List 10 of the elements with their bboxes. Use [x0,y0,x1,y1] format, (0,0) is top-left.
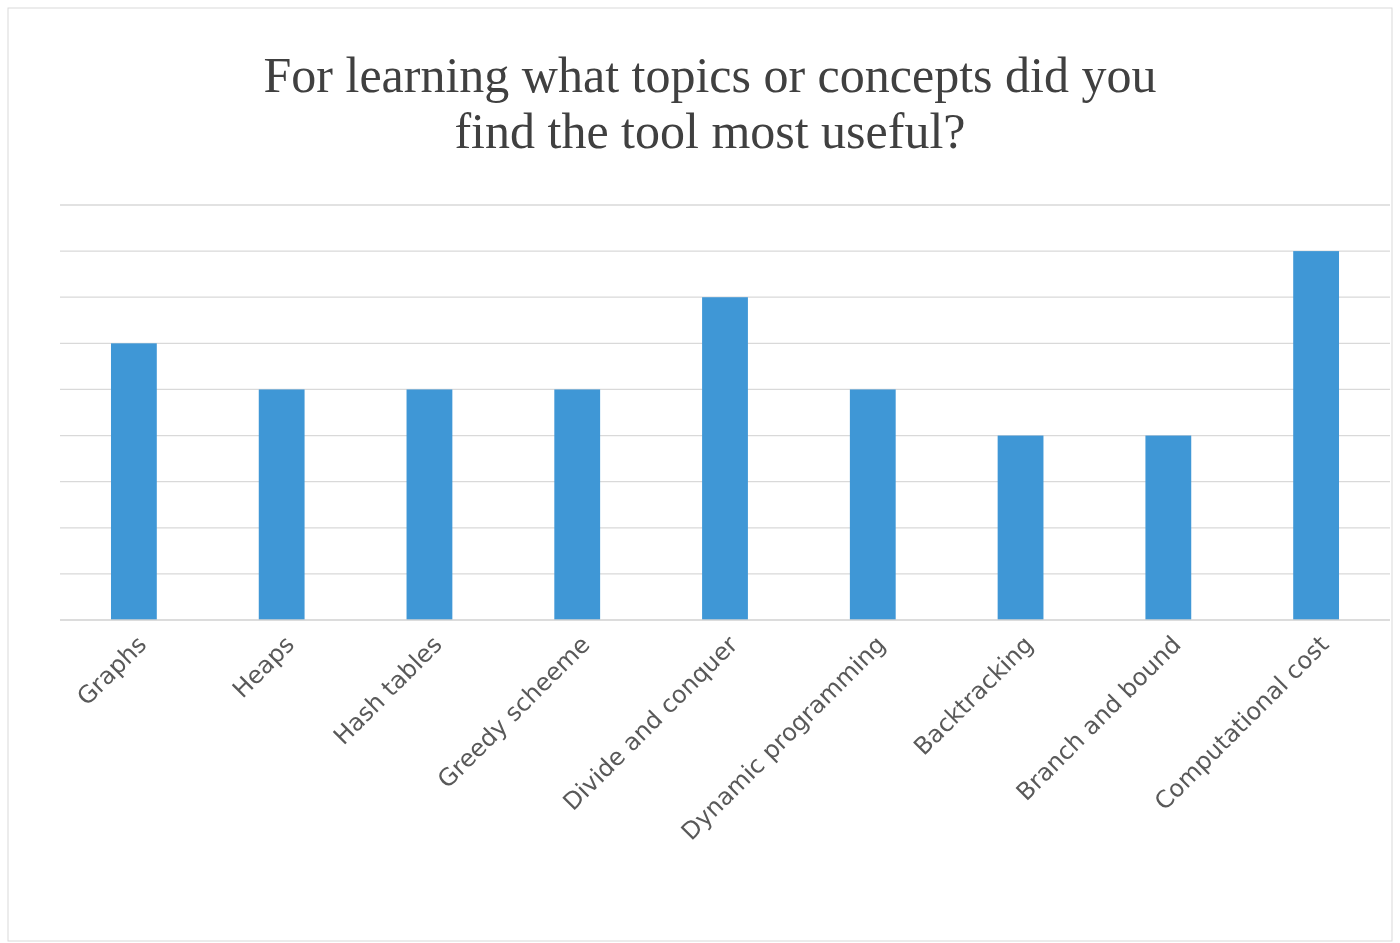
bar [849,389,896,620]
bar [702,297,748,620]
bar [406,389,453,620]
bar [997,435,1044,620]
bar [554,389,601,620]
bar [110,343,157,620]
bar [1145,435,1192,620]
chart-title: For learning what topics or concepts did you find the tool most useful? [263,47,1157,159]
bar [1293,251,1340,620]
bar [258,389,305,620]
